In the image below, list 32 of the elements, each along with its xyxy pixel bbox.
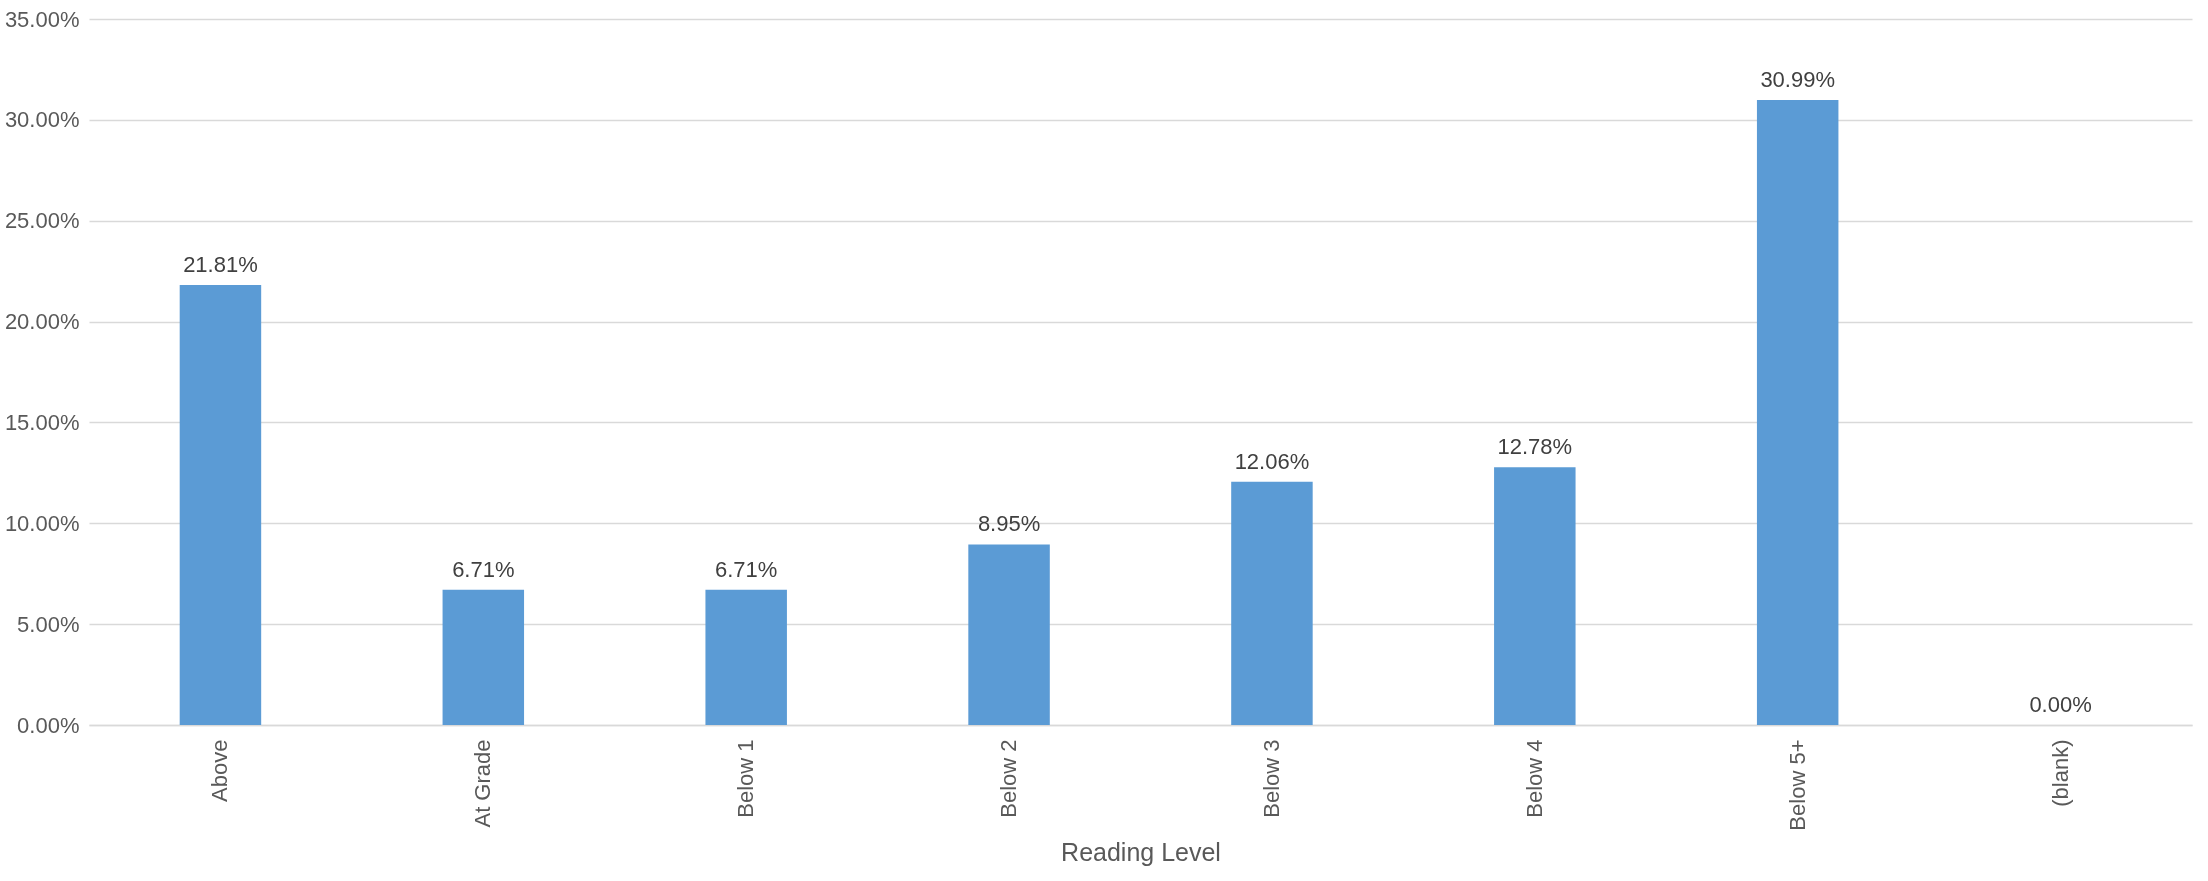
x-axis-title: Reading Level bbox=[1061, 837, 1221, 866]
bar bbox=[968, 544, 1050, 725]
data-label: 6.71% bbox=[714, 556, 778, 582]
data-label: 12.78% bbox=[1497, 434, 1573, 460]
y-tick-label: 25.00% bbox=[4, 208, 80, 234]
y-tick-label: 15.00% bbox=[4, 409, 80, 435]
data-label: 8.95% bbox=[977, 511, 1041, 537]
data-label: 6.71% bbox=[452, 556, 515, 582]
y-tick-label: 30.00% bbox=[4, 107, 80, 133]
bar bbox=[705, 589, 787, 725]
data-label: 12.06% bbox=[1234, 448, 1310, 474]
x-tick-label: Below 1 bbox=[733, 739, 759, 818]
y-tick-label: 5.00% bbox=[17, 611, 80, 637]
y-tick-label: 10.00% bbox=[4, 510, 80, 536]
bar bbox=[1756, 99, 1839, 725]
bar bbox=[1231, 481, 1313, 725]
data-label: 0.00% bbox=[2029, 692, 2092, 717]
y-tick-label: 35.00% bbox=[4, 6, 80, 32]
x-tick-label: Above bbox=[207, 739, 233, 802]
data-label: 30.99% bbox=[1760, 66, 1835, 92]
x-tick-label: Below 3 bbox=[1258, 739, 1284, 818]
y-tick-label: 0.00% bbox=[17, 712, 80, 738]
bar bbox=[179, 285, 262, 725]
x-tick-label: Below 4 bbox=[1521, 739, 1547, 818]
x-tick-label: Below 5+ bbox=[1784, 739, 1810, 831]
bar bbox=[1494, 467, 1576, 725]
data-label: 21.81% bbox=[183, 252, 258, 278]
bar bbox=[442, 589, 525, 725]
x-tick-label: Below 2 bbox=[996, 739, 1022, 818]
x-tick-label: (blank) bbox=[2047, 739, 2073, 807]
y-tick-label: 20.00% bbox=[4, 309, 80, 335]
x-tick-label: At Grade bbox=[470, 739, 496, 828]
